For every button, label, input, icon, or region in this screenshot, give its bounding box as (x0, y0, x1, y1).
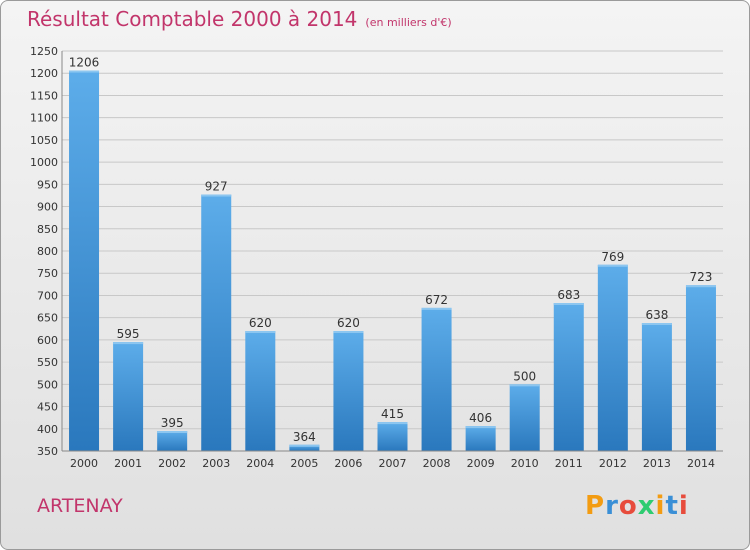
chart-title: Résultat Comptable 2000 à 2014 (27, 7, 358, 31)
x-tick-label-2013: 2013 (643, 457, 671, 470)
logo-letter: P (585, 491, 606, 521)
bar-highlight (597, 264, 628, 267)
y-tick-label: 1200 (30, 67, 58, 80)
bar-highlight (201, 194, 232, 197)
bar-2006 (333, 331, 364, 451)
bar-2001 (113, 342, 144, 451)
x-tick-label-2010: 2010 (511, 457, 539, 470)
y-tick-label: 950 (37, 178, 58, 191)
x-tick-label-2007: 2007 (379, 457, 407, 470)
y-tick-label: 1150 (30, 89, 58, 102)
bars (69, 70, 716, 452)
bar-chart: 1206 595 395 927 620 364 620 415 672 406 500 683 769… (30, 45, 723, 470)
x-tick-label-2004: 2004 (246, 457, 274, 470)
y-tick-label: 350 (37, 445, 58, 458)
bar-highlight (553, 303, 584, 305)
town-name: ARTENAY (37, 495, 123, 517)
bar-highlight (465, 426, 496, 429)
bar-2000 (69, 70, 100, 452)
logo-letter: i (678, 491, 689, 521)
bar-2005 (289, 444, 320, 451)
data-label-2013: 638 (645, 308, 668, 322)
bar-highlight (509, 384, 540, 387)
logo-letter: x (637, 491, 656, 521)
y-tick-label: 1100 (30, 112, 58, 125)
x-tick-label-2001: 2001 (114, 457, 142, 470)
y-tick-label: 500 (37, 378, 58, 391)
data-label-2002: 395 (161, 416, 184, 430)
x-tick-label-2014: 2014 (687, 457, 715, 470)
data-labels: 1206 595 395 927 620 364 620 415 672 406 500 683 769… (69, 56, 713, 444)
data-label-2009: 406 (469, 411, 492, 425)
x-tick-label-2002: 2002 (158, 457, 186, 470)
bar-2008 (421, 307, 452, 451)
bar-highlight (377, 422, 408, 425)
y-tick-label: 850 (37, 223, 58, 236)
y-tick-label: 450 (37, 401, 58, 414)
y-tick-label: 1000 (30, 156, 58, 169)
data-label-2006: 620 (337, 316, 360, 330)
bar-2010 (509, 384, 540, 451)
bar-highlight (289, 444, 320, 447)
data-label-2003: 927 (205, 180, 228, 194)
data-label-2005: 364 (293, 430, 316, 444)
y-tick-label: 400 (37, 423, 58, 436)
y-tick-label: 700 (37, 289, 58, 302)
chart-title-row: Résultat Comptable 2000 à 2014 (en millie… (27, 7, 452, 31)
bar-2004 (245, 331, 276, 451)
y-tick-label: 900 (37, 201, 58, 214)
x-tick-label-2000: 2000 (70, 457, 98, 470)
bar-highlight (333, 331, 364, 333)
bar-highlight (685, 285, 716, 288)
bar-2012 (597, 264, 628, 451)
y-tick-label: 750 (37, 267, 58, 280)
bar-highlight (113, 342, 144, 345)
data-label-2014: 723 (690, 270, 713, 284)
data-label-2012: 769 (601, 250, 624, 264)
logo-letter: i (655, 491, 666, 521)
x-tick-label-2011: 2011 (555, 457, 583, 470)
data-label-2010: 500 (513, 369, 536, 383)
logo-letter: t (665, 491, 679, 521)
data-label-2000: 1206 (69, 56, 100, 70)
x-tick-label-2003: 2003 (202, 457, 230, 470)
bar-highlight (245, 331, 276, 333)
bar-2003 (201, 194, 232, 452)
bar-highlight (641, 323, 672, 325)
bar-2014 (685, 285, 716, 451)
bar-2002 (157, 431, 188, 451)
y-tick-label: 600 (37, 334, 58, 347)
y-tick-label: 1250 (30, 45, 58, 58)
x-tick-label-2006: 2006 (334, 457, 362, 470)
data-label-2007: 415 (381, 407, 404, 421)
x-axis: 2000 2001 2002 2003 2004 2005 2006 2007 2008 2009… (62, 450, 723, 470)
bar-2013 (641, 323, 672, 451)
logo-letter: r (605, 491, 619, 521)
logo-letter: o (618, 491, 638, 521)
y-axis: 350 400 450 500 550 600 650 700 750 800 850 900 950 1… (30, 45, 63, 458)
proxiti-logo: Proxiti (585, 491, 689, 521)
x-tick-label-2005: 2005 (290, 457, 318, 470)
bar-2007 (377, 422, 408, 451)
chart-subtitle: (en milliers d'€) (365, 16, 452, 29)
x-tick-label-2012: 2012 (599, 457, 627, 470)
x-tick-label-2008: 2008 (423, 457, 451, 470)
y-tick-label: 650 (37, 312, 58, 325)
y-tick-label: 550 (37, 356, 58, 369)
y-tick-label: 800 (37, 245, 58, 258)
data-label-2011: 683 (557, 288, 580, 302)
bar-highlight (421, 307, 452, 310)
bar-highlight (69, 70, 100, 73)
bar-2009 (465, 426, 496, 451)
bar-highlight (157, 431, 188, 433)
x-tick-label-2009: 2009 (467, 457, 495, 470)
y-tick-label: 1050 (30, 134, 58, 147)
bar-2011 (553, 303, 584, 451)
data-label-2008: 672 (425, 293, 448, 307)
data-label-2001: 595 (117, 327, 140, 341)
data-label-2004: 620 (249, 316, 272, 330)
